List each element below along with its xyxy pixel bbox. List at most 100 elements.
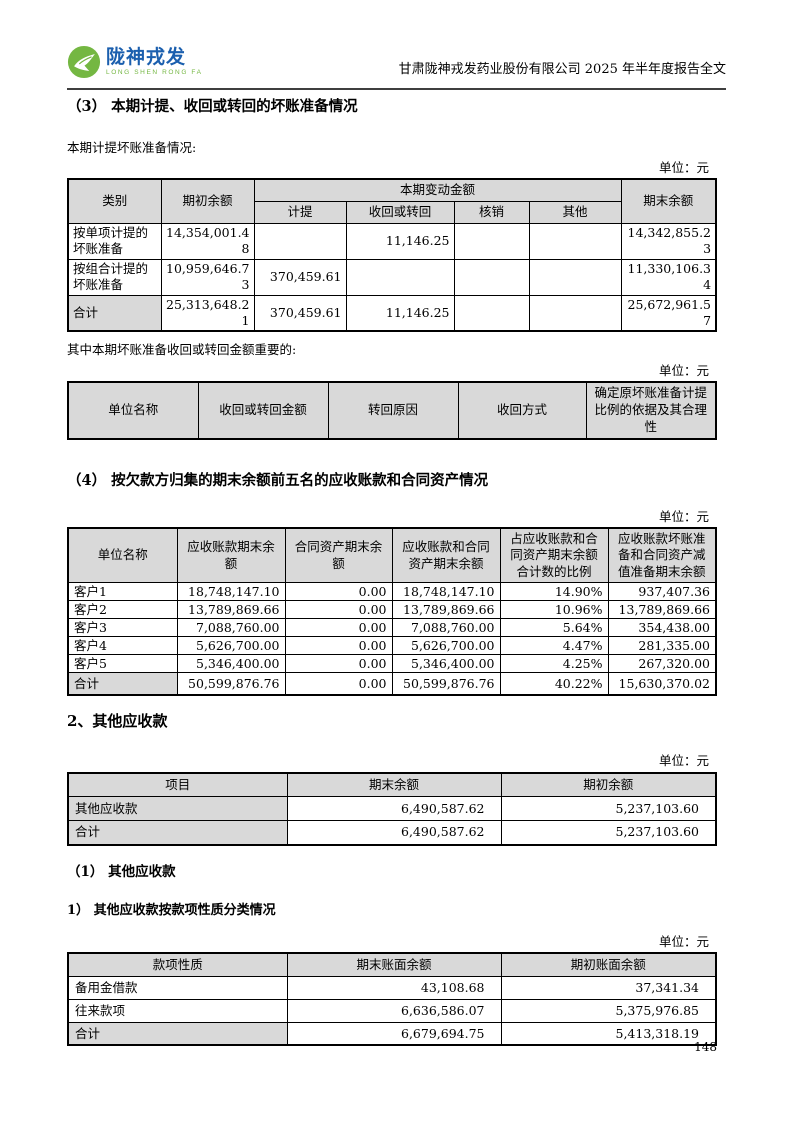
unit-label: 单位：元	[658, 508, 709, 524]
cell-category-total: 合计	[67, 294, 162, 332]
cell-ar-and-ca: 5,626,700.00	[391, 636, 501, 656]
cell-ar-closing: 13,789,869.66	[176, 600, 286, 620]
table-header-row: 款项性质 期末账面余额 期初账面余额	[67, 952, 717, 977]
top5-receivables-table: 单位名称 应收账款期末余额 合同资产期末余额 应收账款和合同资产期末余额 占应收…	[67, 526, 717, 696]
significant-recovery-table: 单位名称 收回或转回金额 转回原因 收回方式 确定原坏账准备计提比例的依据及其合…	[67, 380, 717, 440]
col-header-ar-closing: 应收账款期末余额	[176, 527, 286, 584]
cell-entity: 客户2	[67, 600, 178, 620]
table-row: 客户1 18,748,147.10 0.00 18,748,147.10 14.…	[67, 582, 717, 602]
cell-contract-asset: 0.00	[284, 636, 393, 656]
cell-recover	[345, 258, 455, 296]
cell-ar-closing: 50,599,876.76	[176, 672, 286, 696]
table-total-row: 合计 50,599,876.76 0.00 50,599,876.76 40.2…	[67, 672, 717, 696]
brand-name-en: LONG SHEN RONG FA	[106, 68, 203, 76]
table-row: 客户2 13,789,869.66 0.00 13,789,869.66 10.…	[67, 600, 717, 620]
section3-intro: 本期计提坏账准备情况:	[67, 139, 197, 155]
cell-ar-and-ca: 7,088,760.00	[391, 618, 501, 638]
cell-recover: 11,146.25	[345, 294, 455, 332]
table-header-row: 单位名称 收回或转回金额 转回原因 收回方式 确定原坏账准备计提比例的依据及其合…	[67, 381, 717, 440]
cell-writeoff	[453, 258, 530, 296]
cell-ratio: 40.22%	[499, 672, 609, 696]
table-row: 客户3 7,088,760.00 0.00 7,088,760.00 5.64%…	[67, 618, 717, 638]
other-receivables-summary-table: 项目 期末余额 期初余额 其他应收款 6,490,587.62 5,237,10…	[67, 771, 717, 846]
col-header-item: 项目	[67, 772, 288, 798]
col-header-change-group: 本期变动金额	[253, 178, 622, 202]
cell-ar-closing: 18,748,147.10	[176, 582, 286, 602]
cell-provision: 281,335.00	[607, 636, 717, 656]
table-header-row: 单位名称 应收账款期末余额 合同资产期末余额 应收账款和合同资产期末余额 占应收…	[67, 527, 717, 584]
sub1-heading: （1） 其他应收款	[67, 863, 176, 880]
cell-opening-book: 5,413,318.19	[500, 1021, 717, 1046]
cell-nature-total: 合计	[67, 1021, 288, 1046]
cell-writeoff	[453, 294, 530, 332]
cell-ar-and-ca: 13,789,869.66	[391, 600, 501, 620]
bad-debt-provision-table: 类别 期初余额 本期变动金额 期末余额 计提 收回或转回 核销 其他 按单项计提…	[67, 178, 718, 333]
cell-other	[528, 258, 622, 296]
other-receivables-heading: 2、其他应收款	[67, 711, 168, 730]
col-header-nature: 款项性质	[67, 952, 288, 977]
cell-entity: 客户3	[67, 618, 178, 638]
cell-other	[528, 222, 622, 260]
col-header-ar-and-ca: 应收账款和合同资产期末余额	[391, 527, 501, 584]
logo-icon	[67, 45, 101, 79]
col-header-closing: 期末余额	[286, 772, 502, 798]
table-row: 备用金借款 43,108.68 37,341.34	[67, 975, 717, 1000]
cell-accrual	[253, 222, 347, 260]
cell-ar-closing: 5,626,700.00	[176, 636, 286, 656]
cell-contract-asset: 0.00	[284, 654, 393, 674]
col-header-closing: 期末余额	[620, 178, 717, 224]
unit-label: 单位：元	[658, 160, 709, 176]
cell-ar-and-ca: 50,599,876.76	[391, 672, 501, 696]
logo-text: 陇神戎发 LONG SHEN RONG FA	[106, 48, 203, 76]
cell-opening: 10,959,646.73	[160, 258, 255, 296]
col-header-entity: 单位名称	[67, 381, 199, 440]
section4-heading: （4） 按欠款方归集的期末余额前五名的应收账款和合同资产情况	[67, 471, 489, 489]
cell-provision: 354,438.00	[607, 618, 717, 638]
cell-ar-closing: 7,088,760.00	[176, 618, 286, 638]
col-header-basis: 确定原坏账准备计提比例的依据及其合理性	[585, 381, 717, 440]
col-header-recover: 收回或转回	[345, 200, 455, 224]
col-header-recover-amount: 收回或转回金额	[197, 381, 329, 440]
col-header-provision: 应收账款坏账准备和合同资产减值准备期末余额	[607, 527, 717, 584]
section3-heading: （3） 本期计提、收回或转回的坏账准备情况	[67, 98, 358, 115]
cell-other	[528, 294, 622, 332]
cell-provision: 13,789,869.66	[607, 600, 717, 620]
table-row: 客户4 5,626,700.00 0.00 5,626,700.00 4.47%…	[67, 636, 717, 656]
cell-recover: 11,146.25	[345, 222, 455, 260]
col-header-reason: 转回原因	[327, 381, 459, 440]
cell-item: 其他应收款	[67, 796, 288, 822]
brand-name-cn: 陇神戎发	[106, 47, 187, 69]
cell-closing: 14,342,855.23	[620, 222, 717, 260]
cell-opening: 25,313,648.21	[160, 294, 255, 332]
unit-label: 单位：元	[658, 362, 709, 378]
cell-ar-and-ca: 5,346,400.00	[391, 654, 501, 674]
nature-classification-table: 款项性质 期末账面余额 期初账面余额 备用金借款 43,108.68 37,34…	[67, 952, 717, 1047]
cell-ratio: 4.25%	[499, 654, 609, 674]
col-header-contract-asset: 合同资产期末余额	[284, 527, 393, 584]
cell-category: 按组合计提的坏账准备	[67, 258, 162, 296]
table-row: 往来款项 6,636,586.07 5,375,976.85	[67, 998, 717, 1023]
cell-closing: 25,672,961.57	[620, 294, 717, 332]
cell-opening-book: 37,341.34	[500, 975, 717, 1000]
cell-entity: 客户5	[67, 654, 178, 674]
cell-contract-asset: 0.00	[284, 618, 393, 638]
col-header-accrual: 计提	[253, 200, 347, 224]
col-header-category: 类别	[67, 178, 162, 224]
table-subheader-row: 计提 收回或转回 核销 其他	[68, 200, 716, 224]
cell-ratio: 5.64%	[499, 618, 609, 638]
cell-closing-book: 6,636,586.07	[286, 998, 502, 1023]
cell-ratio: 14.90%	[499, 582, 609, 602]
cell-item-total: 合计	[67, 820, 288, 846]
cell-ar-and-ca: 18,748,147.10	[391, 582, 501, 602]
unit-label: 单位：元	[658, 753, 709, 769]
table-header-row: 项目 期末余额 期初余额	[67, 772, 717, 798]
col-header-opening: 期初余额	[500, 772, 717, 798]
cell-ratio: 10.96%	[499, 600, 609, 620]
recover-note: 其中本期坏账准备收回或转回金额重要的:	[67, 342, 297, 358]
cell-ratio: 4.47%	[499, 636, 609, 656]
cell-contract-asset: 0.00	[284, 600, 393, 620]
col-header-closing-book: 期末账面余额	[286, 952, 502, 977]
cell-closing: 6,490,587.62	[286, 820, 502, 846]
cell-accrual: 370,459.61	[253, 294, 347, 332]
